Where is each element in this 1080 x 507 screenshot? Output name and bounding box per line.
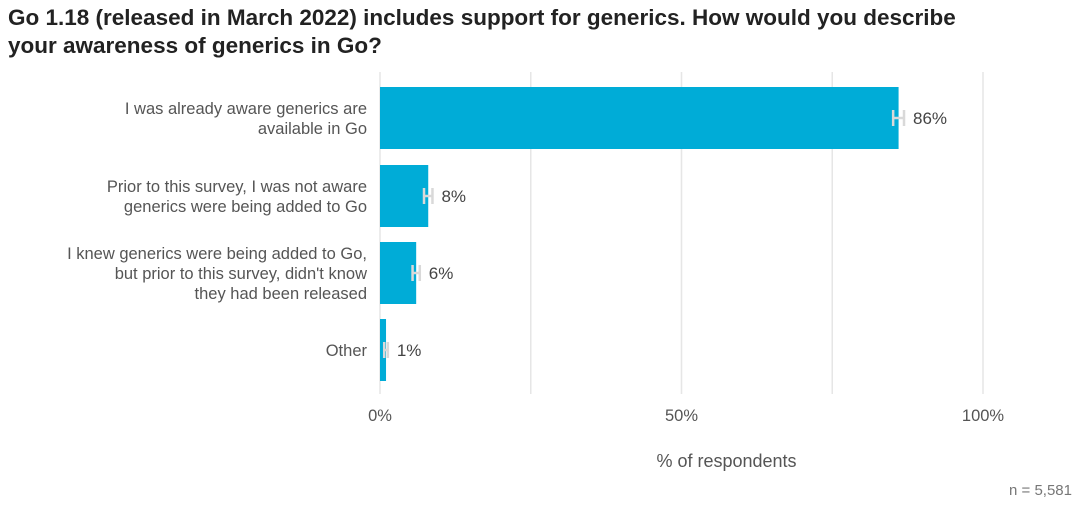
sample-size-note: n = 5,581 (1009, 482, 1072, 499)
value-label: 1% (397, 341, 422, 360)
category-label: Other (326, 342, 368, 360)
chart-title-line-1: Go 1.18 (released in March 2022) include… (8, 5, 956, 30)
bar (380, 87, 899, 149)
bar (380, 242, 417, 304)
category-label: I knew generics were being added to Go, b… (67, 245, 367, 303)
x-axis-label: % of respondents (656, 451, 796, 471)
value-label: 86% (913, 109, 947, 128)
chart-title-line-2: your awareness of generics in Go? (8, 33, 382, 58)
chart-title: Go 1.18 (released in March 2022) include… (8, 4, 1078, 60)
value-label: 8% (441, 187, 466, 206)
category-label: I was already aware generics are availabl… (125, 100, 367, 138)
x-tick-label: 100% (962, 407, 1005, 425)
category-label: Prior to this survey, I was not aware gen… (107, 178, 367, 216)
value-label: 6% (429, 264, 454, 283)
x-tick-label: 50% (665, 407, 698, 425)
bar (380, 165, 429, 227)
x-tick-label: 0% (368, 407, 392, 425)
